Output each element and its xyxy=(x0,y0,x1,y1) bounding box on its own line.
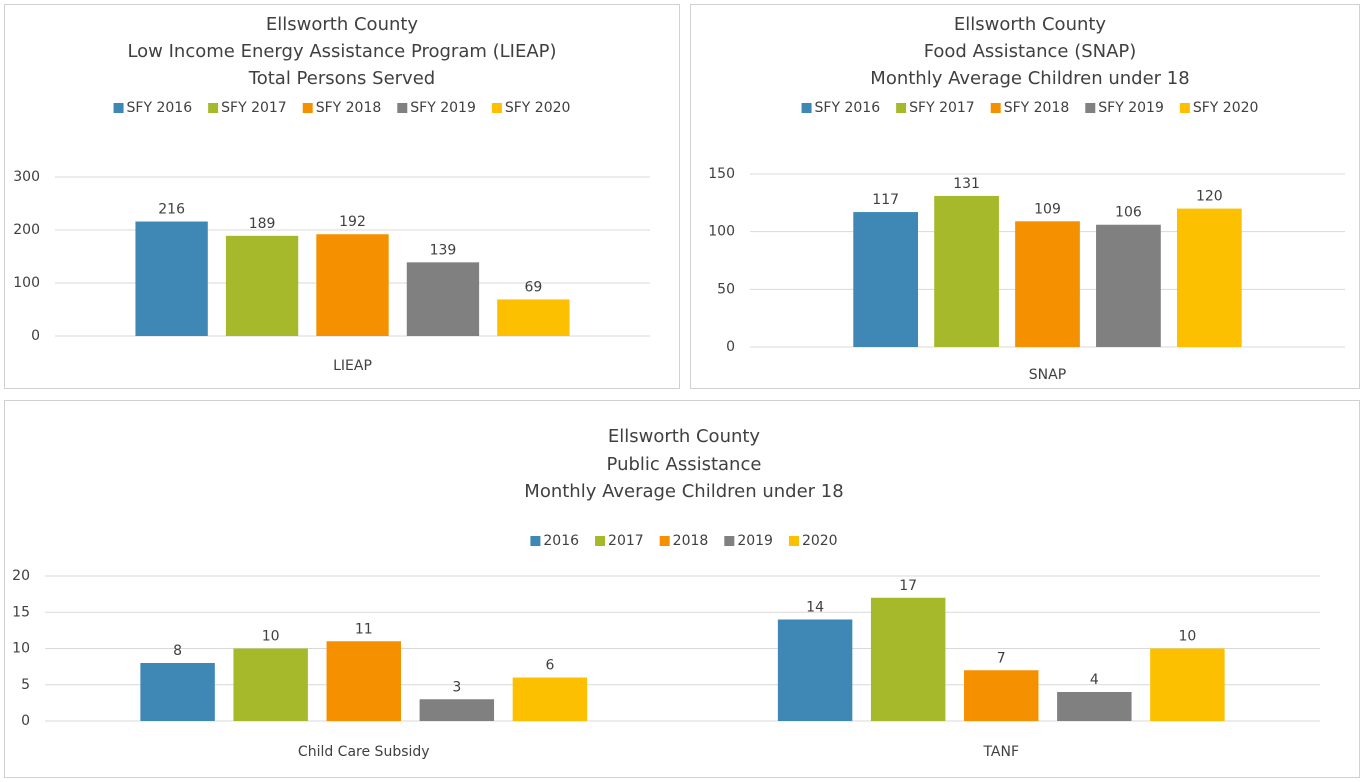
data-label: 216 xyxy=(158,202,185,218)
bar xyxy=(225,235,299,336)
y-tick-label: 100 xyxy=(708,224,735,240)
bar xyxy=(1096,224,1161,347)
legend-label: 2016 xyxy=(543,533,579,549)
legend-swatch xyxy=(113,103,124,113)
legend-swatch xyxy=(397,103,408,113)
data-label: 3 xyxy=(452,679,461,695)
data-label: 120 xyxy=(1196,189,1223,205)
legend-label: 2018 xyxy=(673,533,709,549)
bar xyxy=(406,262,480,336)
bar xyxy=(512,677,588,721)
data-label: 14 xyxy=(806,600,824,616)
legend-swatch xyxy=(302,103,313,113)
legend-label: SFY 2016 xyxy=(127,100,193,116)
data-label: 4 xyxy=(1090,672,1099,688)
legend-swatch xyxy=(659,536,670,546)
legend-swatch xyxy=(801,103,812,113)
data-label: 131 xyxy=(953,176,980,192)
y-tick-label: 0 xyxy=(21,713,30,729)
legend-swatch xyxy=(530,536,541,546)
bar xyxy=(1150,648,1225,721)
data-label: 117 xyxy=(872,192,899,208)
bar xyxy=(1057,692,1132,721)
legend-label: SFY 2019 xyxy=(1098,100,1164,116)
bar xyxy=(964,670,1039,721)
y-tick-label: 15 xyxy=(12,604,30,620)
x-tick-label: TANF xyxy=(982,744,1019,760)
legend-label: SFY 2017 xyxy=(221,100,287,116)
legend-swatch xyxy=(208,103,219,113)
data-label: 10 xyxy=(1178,629,1196,645)
x-tick-label: Child Care Subsidy xyxy=(298,744,430,760)
x-tick-label: SNAP xyxy=(1029,367,1066,383)
data-label: 6 xyxy=(545,658,554,674)
bar xyxy=(316,234,389,336)
chart-title: Food Assistance (SNAP) xyxy=(924,41,1137,62)
bar xyxy=(934,195,999,347)
chart-frame xyxy=(4,400,1360,778)
chart-title: Monthly Average Children under 18 xyxy=(870,68,1189,89)
data-label: 106 xyxy=(1115,205,1142,221)
legend-label: SFY 2018 xyxy=(316,100,382,116)
legend-swatch xyxy=(724,536,735,546)
chart-title: Public Assistance xyxy=(607,454,762,475)
bar xyxy=(140,663,215,721)
legend-label: SFY 2018 xyxy=(1004,100,1070,116)
y-tick-label: 20 xyxy=(12,568,30,584)
legend-swatch xyxy=(1179,103,1190,113)
y-tick-label: 300 xyxy=(13,169,40,185)
legend-label: 2020 xyxy=(802,533,838,549)
y-tick-label: 50 xyxy=(717,281,735,297)
legend-swatch xyxy=(595,536,606,546)
legend-label: SFY 2019 xyxy=(410,100,476,116)
data-label: 189 xyxy=(249,216,276,232)
chart-title: Low Income Energy Assistance Program (LI… xyxy=(127,41,556,62)
bar xyxy=(233,648,308,721)
y-tick-label: 100 xyxy=(13,275,40,291)
chart-title: Monthly Average Children under 18 xyxy=(524,481,843,502)
data-label: 69 xyxy=(524,279,542,295)
y-tick-label: 200 xyxy=(13,222,40,238)
legend-swatch xyxy=(1085,103,1096,113)
legend-label: 2019 xyxy=(737,533,773,549)
legend-label: SFY 2016 xyxy=(815,100,881,116)
chart-title: Ellsworth County xyxy=(608,426,761,447)
bar xyxy=(1176,208,1242,347)
bar xyxy=(777,619,853,721)
data-label: 192 xyxy=(339,214,366,230)
bar xyxy=(419,699,495,721)
data-label: 139 xyxy=(430,242,457,258)
y-tick-label: 5 xyxy=(21,677,30,693)
bar xyxy=(870,597,946,721)
data-label: 11 xyxy=(355,621,373,637)
legend-swatch xyxy=(896,103,907,113)
x-tick-label: LIEAP xyxy=(333,358,372,374)
bar xyxy=(853,212,919,347)
legend-label: SFY 2017 xyxy=(909,100,975,116)
legend-swatch xyxy=(491,103,502,113)
legend-label: 2017 xyxy=(608,533,644,549)
y-tick-label: 0 xyxy=(31,328,40,344)
y-tick-label: 0 xyxy=(726,339,735,355)
bar xyxy=(497,299,570,336)
bar xyxy=(326,641,401,721)
legend-label: SFY 2020 xyxy=(1193,100,1259,116)
y-tick-label: 10 xyxy=(12,641,30,657)
y-tick-label: 150 xyxy=(708,166,735,182)
chart-title: Total Persons Served xyxy=(248,68,435,89)
bar xyxy=(135,221,208,336)
bar xyxy=(1015,221,1080,347)
legend-label: SFY 2020 xyxy=(505,100,571,116)
data-label: 8 xyxy=(173,643,182,659)
data-label: 17 xyxy=(899,578,917,594)
data-label: 10 xyxy=(262,629,280,645)
chart-title: Ellsworth County xyxy=(266,14,419,35)
data-label: 7 xyxy=(997,650,1006,666)
legend-swatch xyxy=(990,103,1001,113)
data-label: 109 xyxy=(1034,201,1061,217)
legend-swatch xyxy=(788,536,799,546)
chart-title: Ellsworth County xyxy=(954,14,1107,35)
